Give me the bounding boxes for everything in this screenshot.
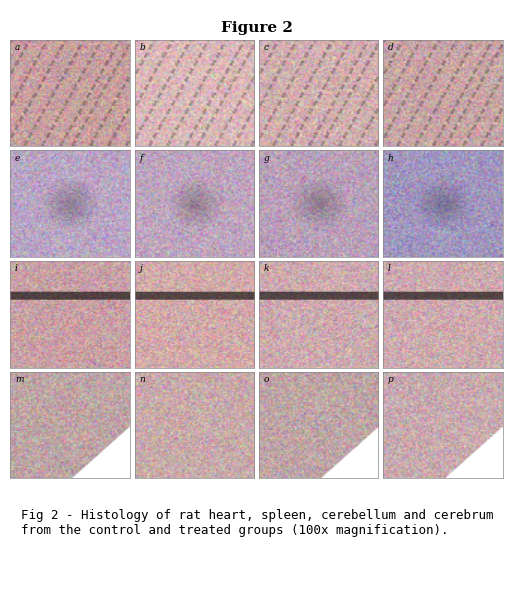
Text: c: c [264, 43, 269, 52]
Text: i: i [15, 264, 18, 273]
Text: Fig 2 - Histology of rat heart, spleen, cerebellum and cerebrum
from the control: Fig 2 - Histology of rat heart, spleen, … [21, 509, 493, 537]
Text: f: f [140, 154, 143, 162]
Text: d: d [388, 43, 394, 52]
Text: g: g [264, 154, 269, 162]
Text: b: b [140, 43, 145, 52]
Text: p: p [388, 375, 394, 384]
Text: k: k [264, 264, 269, 273]
Text: l: l [388, 264, 391, 273]
Text: Figure 2: Figure 2 [221, 21, 292, 36]
Text: h: h [388, 154, 394, 162]
Text: a: a [15, 43, 21, 52]
Text: n: n [140, 375, 145, 384]
Text: o: o [264, 375, 269, 384]
Text: e: e [15, 154, 21, 162]
Text: m: m [15, 375, 24, 384]
Text: j: j [140, 264, 142, 273]
